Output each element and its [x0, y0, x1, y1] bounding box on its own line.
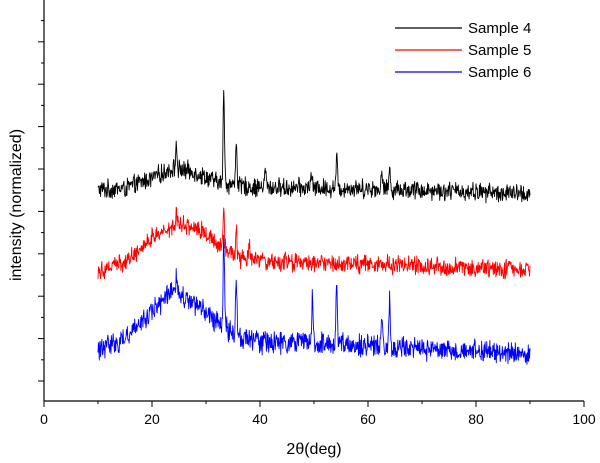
x-tick-label: 100	[572, 411, 596, 427]
x-tick-label: 60	[360, 411, 376, 427]
y-axis-label: intensity (normalized)	[8, 129, 25, 281]
x-tick-label: 20	[144, 411, 160, 427]
legend-label: Sample 5	[468, 42, 531, 59]
legend-label: Sample 4	[468, 20, 531, 37]
series-line-sample-5	[97, 206, 531, 280]
series-line-sample-4	[97, 90, 531, 204]
series-layer	[97, 90, 531, 365]
legend-label: Sample 6	[468, 64, 531, 81]
x-tick-layer: 0 20 40 60 80 100	[40, 401, 596, 427]
x-tick-label: 0	[40, 411, 48, 427]
x-axis-label: 2θ(deg)	[286, 441, 341, 458]
x-tick-label: 40	[252, 411, 268, 427]
series-line-sample-6	[97, 234, 531, 365]
legend: Sample 4 Sample 5 Sample 6	[395, 20, 531, 81]
x-tick-label: 80	[468, 411, 484, 427]
y-tick-layer	[38, 20, 44, 382]
